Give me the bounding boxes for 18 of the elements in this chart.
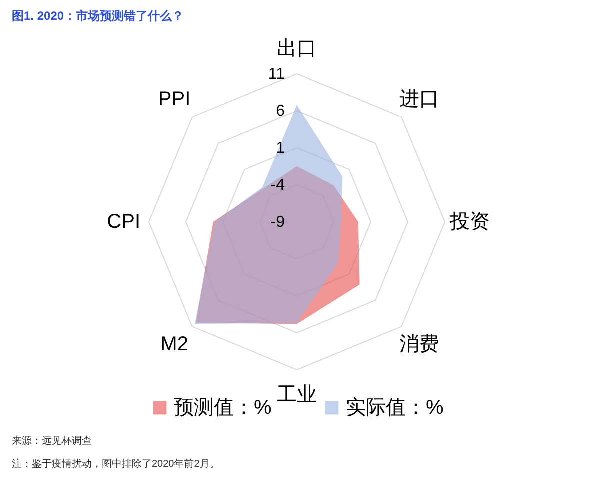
spoke-label: 消费 xyxy=(399,333,440,356)
y-tick-label: 11 xyxy=(268,66,286,83)
y-tick-label: -9 xyxy=(270,214,286,231)
spoke-label: CPI xyxy=(107,211,141,233)
legend-label: 实际值：% xyxy=(346,397,444,419)
text: 注：鉴于疫情扰动，图中排除了2020年前2月。 xyxy=(12,458,220,470)
legend-label: 预测值：% xyxy=(174,397,272,419)
spoke-label: 工业 xyxy=(277,384,317,406)
y-tick-label: 1 xyxy=(276,140,286,157)
source-note: 来源：远见杯调查 xyxy=(12,435,92,447)
spoke-label: 投资 xyxy=(449,211,490,233)
spoke-label: M2 xyxy=(160,333,188,356)
y-tick-label: -4 xyxy=(270,177,286,194)
spoke-label: 出口 xyxy=(277,38,317,60)
spoke-label: 进口 xyxy=(399,88,440,111)
spoke-label: PPI xyxy=(158,88,191,111)
chart-title: 图1. 2020：市场预测错了什么？ xyxy=(12,9,184,23)
y-tick-label: 6 xyxy=(276,103,286,120)
